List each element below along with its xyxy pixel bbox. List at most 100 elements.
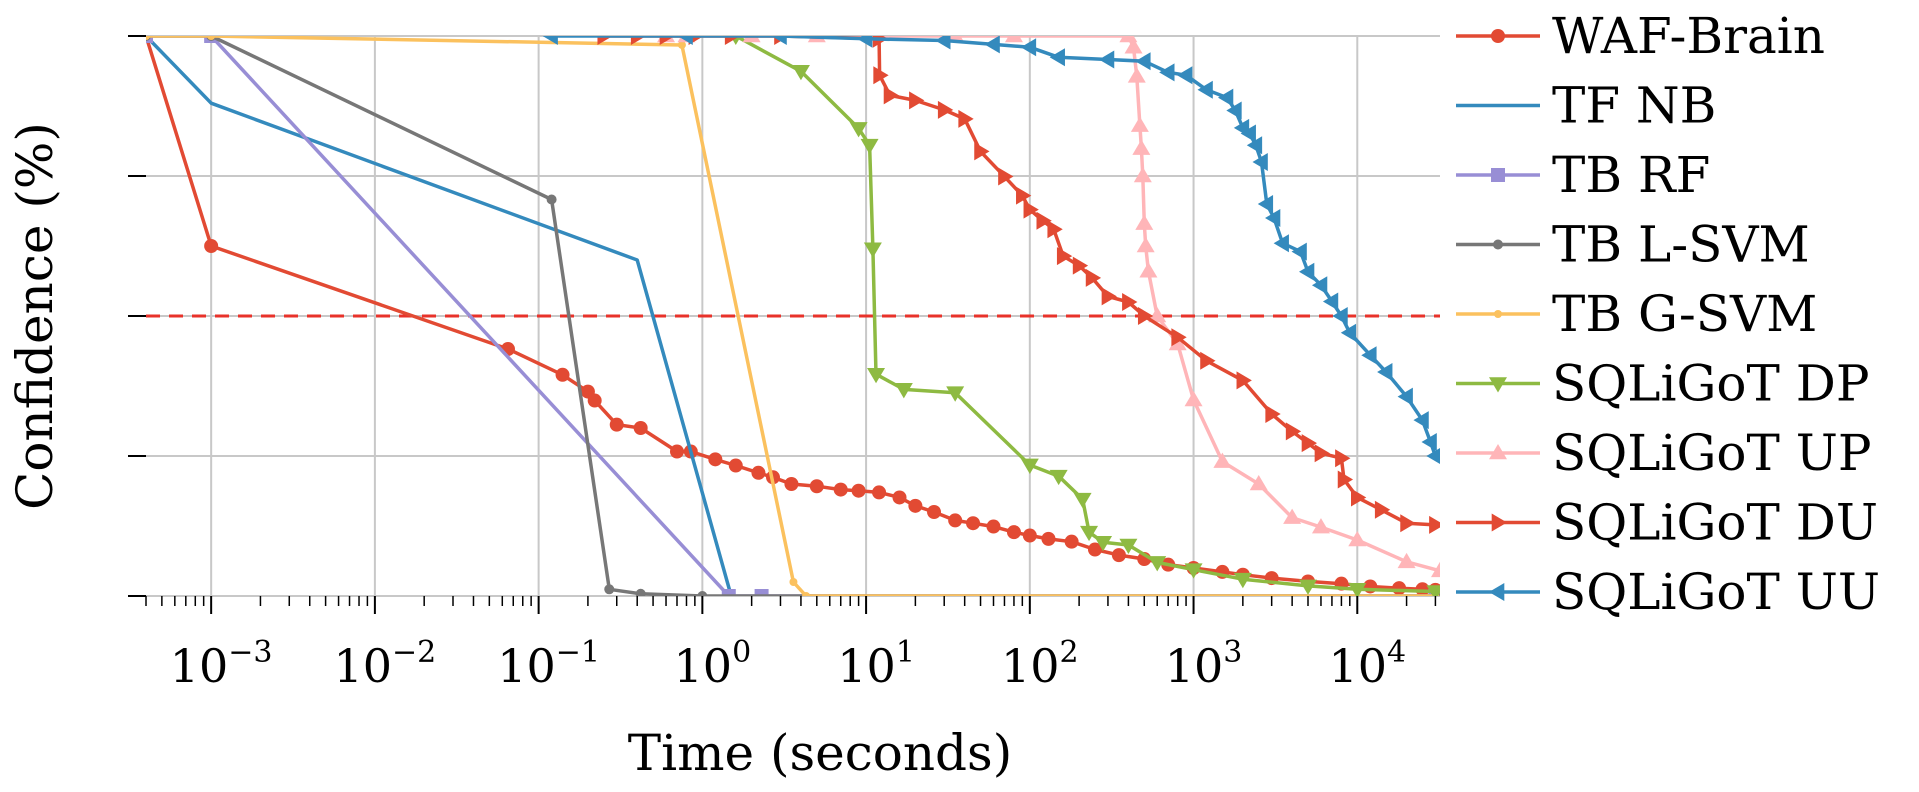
series-waf-brain <box>146 36 1440 596</box>
data-point-waf-brain <box>1064 534 1079 549</box>
data-point-sqligot-uu <box>1311 276 1328 295</box>
data-point-sqligot-up <box>1135 214 1154 230</box>
x-tick-label: 101 <box>837 635 915 693</box>
data-point-waf-brain <box>986 519 1001 534</box>
data-point-sqligot-up <box>1004 36 1023 43</box>
data-point-sqligot-du <box>1285 422 1302 441</box>
data-point-sqligot-up <box>1311 518 1330 534</box>
data-point-sqligot-du <box>998 167 1014 186</box>
data-point-tb-rf <box>754 589 769 596</box>
data-point-waf-brain <box>851 483 866 498</box>
legend-label: TB RF <box>1552 146 1710 204</box>
data-point-sqligot-dp <box>1299 579 1318 595</box>
data-point-sqligot-uu <box>1252 153 1268 171</box>
data-point-sqligot-uu <box>1291 242 1307 261</box>
data-point-sqligot-uu <box>1377 363 1393 381</box>
data-point-sqligot-uu <box>1197 80 1213 99</box>
data-point-sqligot-dp <box>1080 525 1099 542</box>
legend-item-sqligot-uu: SQLiGoT UU <box>1456 563 1880 621</box>
data-point-sqligot-up <box>1139 262 1158 278</box>
data-point-sqligot-uu <box>1159 63 1175 82</box>
data-point-sqligot-uu <box>935 36 951 50</box>
data-point-waf-brain <box>927 505 942 519</box>
axes <box>128 35 1437 614</box>
data-point-sqligot-up <box>1397 552 1416 569</box>
data-point-sqligot-up <box>1133 167 1152 183</box>
x-axis-label: Time (seconds) <box>628 724 1012 782</box>
data-point-waf-brain <box>1006 525 1021 540</box>
legend-marker <box>1489 377 1507 393</box>
data-point-sqligot-uu <box>984 36 1000 54</box>
series-sqligot-uu <box>542 36 1440 464</box>
legend-label: TB G-SVM <box>1552 285 1817 343</box>
series-line-sqligot-du <box>603 36 1436 527</box>
data-point-sqligot-uu <box>1049 48 1065 67</box>
data-point-waf-brain <box>728 458 743 473</box>
legend-marker <box>1493 239 1503 250</box>
legend-item-waf-brain: WAF-Brain <box>1456 7 1825 65</box>
data-point-sqligot-du <box>1072 256 1089 275</box>
data-point-sqligot-up <box>807 36 826 43</box>
data-point-sqligot-du <box>1335 449 1351 468</box>
data-point-sqligot-uu <box>1361 346 1377 365</box>
data-point-tb-rf <box>721 589 736 596</box>
data-point-waf-brain <box>809 479 824 494</box>
x-tick-label: 104 <box>1328 635 1406 693</box>
data-point-sqligot-dp <box>867 367 886 384</box>
x-tick-label: 102 <box>1001 635 1079 693</box>
data-point-sqligot-uu <box>1426 448 1440 464</box>
data-point-sqligot-up <box>1184 391 1203 407</box>
data-point-tb-g-svm <box>789 578 798 586</box>
x-tick-label: 10−1 <box>497 635 600 693</box>
series-sqligot-dp <box>730 36 1440 596</box>
series-layer <box>146 36 1440 596</box>
data-point-sqligot-up <box>1132 139 1151 155</box>
legend-marker <box>1491 168 1505 182</box>
data-point-tb-g-svm <box>146 36 150 40</box>
legend-marker <box>1491 29 1505 43</box>
data-point-sqligot-uu <box>857 36 873 48</box>
data-point-tb-l-svm <box>635 588 646 596</box>
data-point-sqligot-uu <box>1246 136 1263 155</box>
series-tf-nb <box>146 36 733 596</box>
data-point-sqligot-dp <box>1119 538 1138 555</box>
data-point-sqligot-du <box>974 142 990 161</box>
legend-label: WAF-Brain <box>1552 7 1825 65</box>
data-point-waf-brain <box>948 513 963 528</box>
data-point-waf-brain <box>872 485 887 500</box>
series-line-waf-brain <box>146 36 1436 592</box>
data-point-sqligot-uu <box>1322 292 1339 311</box>
data-point-waf-brain <box>204 239 219 253</box>
data-point-sqligot-up <box>1136 237 1155 253</box>
data-point-waf-brain <box>1022 528 1037 543</box>
data-point-sqligot-uu <box>1098 50 1115 69</box>
legend: WAF-Brain TF NB TB RF TB L-SVM TB G-SVM SQLiG… <box>1456 7 1880 621</box>
data-point-sqligot-du <box>1085 268 1102 287</box>
data-point-sqligot-dp <box>1426 585 1440 596</box>
data-point-sqligot-dp <box>1184 563 1203 579</box>
data-point-sqligot-du <box>1047 220 1063 239</box>
data-point-sqligot-up <box>1168 335 1187 351</box>
data-point-waf-brain <box>669 444 684 459</box>
data-point-sqligot-up <box>1119 36 1138 43</box>
data-point-sqligot-du <box>1023 200 1039 219</box>
data-point-sqligot-uu <box>677 36 693 45</box>
data-point-sqligot-dp <box>1020 458 1039 474</box>
data-point-sqligot-uu <box>1257 195 1274 213</box>
legend-item-tb-rf: TB RF <box>1456 146 1710 204</box>
data-point-sqligot-dp <box>791 64 810 81</box>
data-point-sqligot-du <box>1400 514 1416 533</box>
data-point-sqligot-du <box>1429 515 1440 534</box>
data-point-waf-brain <box>1392 581 1407 596</box>
data-point-sqligot-du <box>630 36 647 45</box>
data-point-sqligot-dp <box>946 386 965 402</box>
data-point-waf-brain <box>892 490 907 505</box>
legend-label: SQLiGoT DU <box>1552 494 1878 552</box>
data-point-sqligot-up <box>1249 475 1268 491</box>
data-point-tb-g-svm <box>207 36 216 40</box>
legend-marker <box>1491 513 1507 532</box>
data-point-sqligot-dp <box>863 242 882 258</box>
y-axis-label: Confidence (%) <box>6 122 64 510</box>
x-tick-label: 100 <box>674 635 752 693</box>
data-point-tb-g-svm <box>677 40 686 49</box>
